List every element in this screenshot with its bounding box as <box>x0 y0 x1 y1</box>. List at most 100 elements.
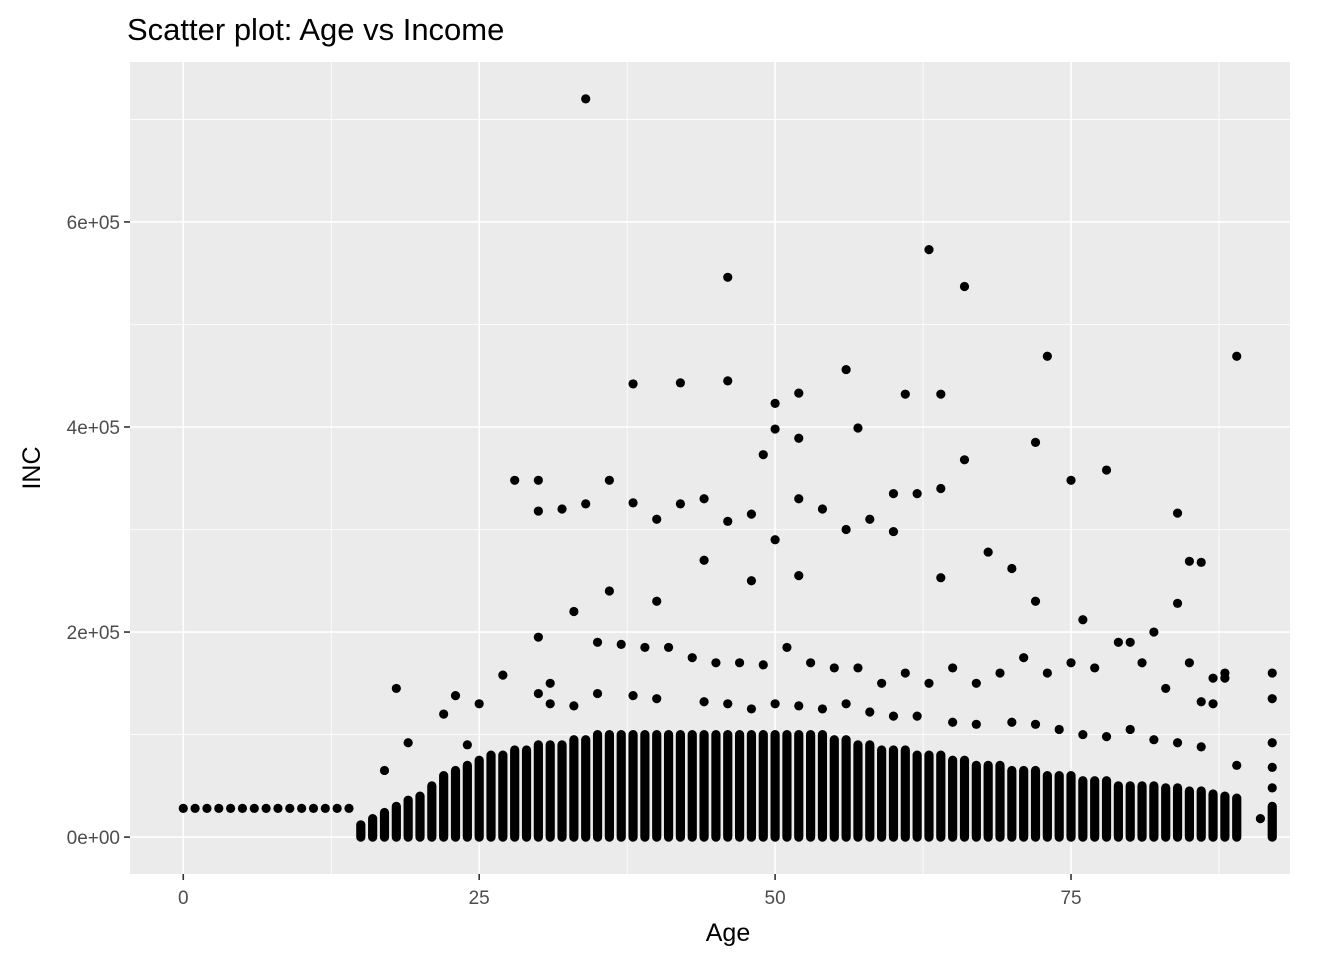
data-points <box>178 94 1277 824</box>
data-point-column <box>450 765 461 842</box>
data-point <box>900 389 910 399</box>
data-point <box>628 691 638 701</box>
data-point-column <box>1149 781 1159 842</box>
data-point <box>533 475 543 485</box>
data-point-column <box>829 735 839 842</box>
data-point <box>888 711 899 721</box>
data-point-column <box>1054 770 1064 842</box>
data-point <box>1078 615 1088 625</box>
data-point <box>273 803 283 813</box>
data-point <box>948 663 958 673</box>
data-point-column <box>1019 765 1029 842</box>
data-point-column <box>652 729 662 842</box>
data-point <box>1208 673 1218 683</box>
data-point <box>971 719 981 729</box>
data-point-column <box>758 729 768 842</box>
data-point <box>746 576 757 586</box>
data-point <box>865 514 875 524</box>
data-point <box>723 699 733 709</box>
data-point-column <box>592 729 603 842</box>
data-point <box>628 379 638 389</box>
y-tick-label: 4e+05 <box>67 418 120 439</box>
data-point <box>545 678 555 688</box>
data-point-column <box>1161 783 1171 842</box>
data-point <box>1184 556 1194 566</box>
data-point-column <box>675 729 686 842</box>
data-point-column <box>699 729 709 842</box>
data-point-column <box>1066 770 1076 842</box>
data-point <box>652 694 662 704</box>
data-point <box>510 475 520 485</box>
data-point <box>1113 637 1123 647</box>
data-point <box>1101 465 1112 475</box>
data-point <box>912 489 922 499</box>
data-point <box>758 450 768 460</box>
data-point <box>995 668 1005 678</box>
data-point <box>723 272 733 282</box>
data-point <box>888 489 899 499</box>
data-point <box>1030 437 1041 447</box>
data-point <box>237 803 248 813</box>
data-point-column <box>640 729 650 842</box>
data-point <box>1267 762 1277 772</box>
data-point <box>1149 627 1159 637</box>
data-point <box>652 514 662 524</box>
data-point <box>1267 738 1277 748</box>
data-point <box>1196 742 1206 752</box>
chart-title: Scatter plot: Age vs Income <box>127 12 504 47</box>
data-point <box>604 586 614 596</box>
data-point-column <box>581 735 591 842</box>
data-point-column <box>971 760 981 842</box>
data-point <box>533 506 543 516</box>
data-point <box>794 701 804 711</box>
data-point <box>687 653 697 663</box>
data-point <box>1125 637 1135 647</box>
data-point-column <box>1232 793 1242 842</box>
data-point <box>557 504 567 514</box>
data-point-column <box>948 755 958 842</box>
data-point <box>1172 598 1183 608</box>
dense-point-band <box>356 729 1277 842</box>
data-point <box>592 637 603 647</box>
plot-panel <box>130 62 1290 874</box>
x-tick-label: 50 <box>765 888 786 909</box>
data-point <box>498 670 508 680</box>
data-point <box>1090 663 1100 673</box>
data-point-column <box>616 729 626 842</box>
data-point <box>1030 596 1041 606</box>
data-point <box>249 803 259 813</box>
data-point <box>936 389 946 399</box>
data-point-column <box>663 729 674 842</box>
data-point-column <box>462 760 472 842</box>
data-point <box>1101 732 1112 742</box>
data-point <box>1267 694 1277 704</box>
data-point <box>297 803 307 813</box>
data-point <box>1149 735 1159 745</box>
data-point-column <box>1184 786 1194 842</box>
data-point-column <box>746 729 757 842</box>
data-point-column <box>628 729 638 842</box>
data-point-column <box>1125 781 1135 842</box>
data-point <box>1137 658 1147 668</box>
data-point <box>817 504 828 514</box>
data-point <box>214 803 224 813</box>
data-point <box>959 281 970 292</box>
data-point-column <box>545 740 555 842</box>
data-point-column <box>1267 801 1277 842</box>
data-point <box>1030 719 1041 729</box>
data-point <box>226 803 236 813</box>
data-point <box>604 475 614 485</box>
data-point <box>1208 699 1218 709</box>
data-point-column <box>1220 791 1230 842</box>
data-point <box>320 803 330 813</box>
data-point-column <box>900 745 910 842</box>
data-point <box>569 606 579 617</box>
data-point <box>190 803 200 813</box>
data-point <box>1232 760 1242 770</box>
data-point <box>592 688 603 699</box>
data-point <box>533 632 543 642</box>
data-point-column <box>841 735 851 842</box>
data-point <box>699 555 709 565</box>
